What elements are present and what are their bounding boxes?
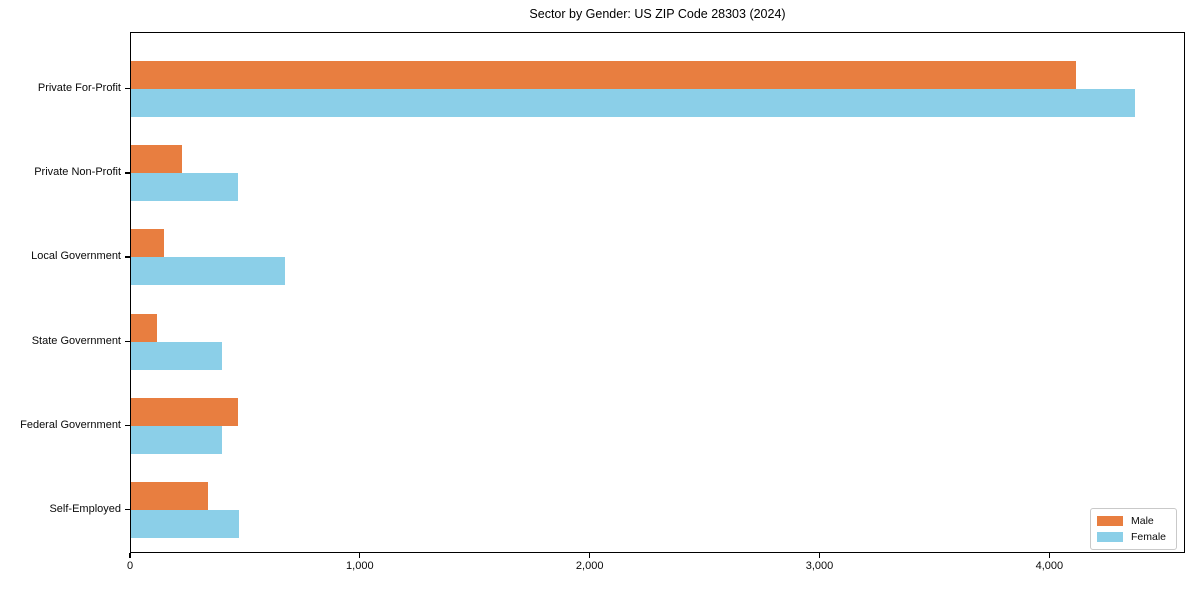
bar-female-2 <box>131 257 285 286</box>
bar-male-0 <box>131 61 1076 89</box>
y-tick-3 <box>125 340 130 342</box>
legend: Male Female <box>1090 508 1177 550</box>
y-tick-2 <box>125 256 130 258</box>
x-tick-3 <box>818 553 821 558</box>
x-tick-label-0: 0 <box>126 560 134 572</box>
bar-male-3 <box>131 313 157 342</box>
legend-swatch-female-icon <box>1097 532 1123 542</box>
x-tick-label-4: 4,000 <box>1035 560 1064 572</box>
legend-item-male: Male <box>1097 515 1170 527</box>
y-tick-label-3: State Government <box>31 334 121 347</box>
bar-male-5 <box>131 482 208 510</box>
x-tick-1 <box>359 553 361 558</box>
bar-male-4 <box>131 397 238 426</box>
bar-female-3 <box>131 341 223 370</box>
x-tick-0 <box>129 553 131 558</box>
bar-female-1 <box>131 173 238 202</box>
y-tick-0 <box>125 88 130 90</box>
legend-swatch-male-icon <box>1097 516 1123 526</box>
x-tick-label-2: 2,000 <box>575 560 604 572</box>
legend-label-male: Male <box>1131 515 1154 527</box>
x-tick-label-1: 1,000 <box>346 560 374 572</box>
y-tick-5 <box>125 509 130 511</box>
bar-female-4 <box>131 425 223 454</box>
y-tick-label-5: Self-Employed <box>49 503 121 515</box>
y-tick-label-0: Private For-Profit <box>37 82 121 94</box>
y-tick-label-1: Private Non-Profit <box>34 166 121 179</box>
legend-label-female: Female <box>1131 531 1167 543</box>
x-tick-2 <box>589 553 591 558</box>
bar-male-2 <box>131 229 164 258</box>
bar-female-5 <box>131 510 239 538</box>
x-tick-label-3: 3,000 <box>805 560 834 572</box>
chart-title: Sector by Gender: US ZIP Code 28303 (202… <box>529 7 786 21</box>
bar-male-1 <box>131 145 182 174</box>
y-tick-label-2: Local Government <box>31 250 121 263</box>
y-tick-label-4: Federal Government <box>20 418 121 431</box>
bar-female-0 <box>131 89 1136 117</box>
legend-item-female: Female <box>1097 531 1170 543</box>
y-tick-1 <box>125 172 130 174</box>
y-tick-4 <box>125 424 130 427</box>
plot-area <box>130 32 1185 553</box>
x-tick-4 <box>1048 553 1051 558</box>
